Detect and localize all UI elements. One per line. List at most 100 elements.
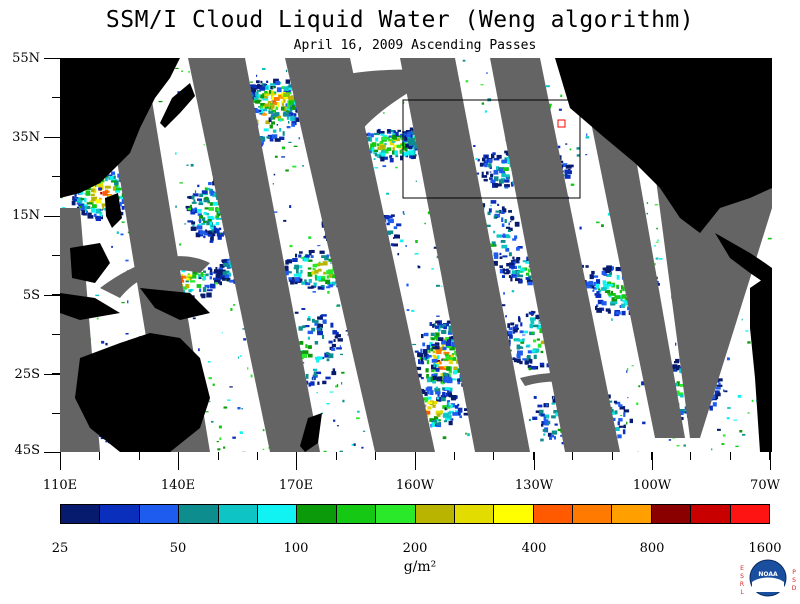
cloud-pixel [452,412,458,416]
cloud-pixel [209,377,212,379]
cloud-pixel [205,187,208,190]
cloud-pixel [159,101,163,102]
cloud-pixel [481,84,484,85]
cloud-pixel [315,320,319,323]
cloud-pixel [463,60,466,62]
cloud-pixel [503,167,509,171]
cloud-pixel [490,180,495,184]
lon-label-70w: 70W [735,478,795,493]
cloud-pixel [179,243,181,245]
cloud-pixel [539,410,544,413]
lat-minor-tick [52,97,60,98]
cloud-pixel [400,150,403,154]
cloud-pixel [505,315,507,317]
cloud-pixel [432,324,434,328]
cloud-pixel [313,369,317,371]
cloud-pixel [279,120,282,122]
cloud-pixel [442,347,446,351]
cloud-pixel [520,330,524,333]
cloud-pixel [302,325,305,328]
cloud-pixel [508,210,512,213]
cloud-pixel [630,419,633,423]
cloud-pixel [424,333,429,336]
cloud-pixel [742,434,745,436]
cloud-pixel [273,183,274,184]
cloud-pixel [397,145,402,148]
cloud-pixel [117,231,119,234]
lon-label-160w: 160W [385,478,445,493]
cloud-pixel [503,208,507,212]
cloud-pixel [625,298,627,300]
lat-minor-tick [52,255,60,256]
cloud-pixel [203,274,205,275]
lat-label-15n: 15N [6,208,40,223]
cloud-pixel [586,134,587,136]
lon-major-tick [770,452,771,470]
cloud-pixel [328,269,333,274]
cloud-pixel [195,190,196,193]
cloud-pixel [337,425,339,426]
cloud-pixel [258,106,260,107]
cloud-pixel [496,217,498,218]
lat-minor-tick [52,413,60,414]
cloud-pixel [288,142,291,143]
cloud-pixel [577,154,580,156]
red-marker [558,120,565,127]
cloud-pixel [618,288,620,289]
cloud-pixel [412,344,416,345]
cloud-pixel [465,433,467,435]
cloud-pixel [238,357,239,359]
logo-center-text: NOAA [758,571,778,578]
cloud-pixel [240,355,242,357]
cloud-pixel [623,412,625,417]
cloud-pixel [219,228,222,231]
cloud-pixel [441,330,446,334]
cloud-pixel [595,293,600,296]
cloud-pixel [211,421,213,423]
lon-label-110e: 110E [30,478,90,493]
lon-minor-tick [493,452,494,460]
cloud-pixel [299,251,303,253]
cloud-pixel [264,109,267,112]
cloud-pixel [443,373,449,376]
cloud-pixel [361,447,363,449]
cloud-pixel [451,395,457,400]
cloud-pixel [431,344,436,346]
lon-minor-tick [572,452,573,460]
cloud-pixel [288,96,294,101]
cloud-pixel [213,234,215,236]
cloud-pixel [354,443,356,446]
cloud-pixel [281,156,285,157]
cloud-pixel [215,282,218,284]
cloud-pixel [270,125,273,129]
cloud-pixel [388,219,394,223]
cloud-pixel [565,143,567,144]
cloud-pixel [499,265,503,268]
cloud-pixel [445,407,447,410]
cloud-pixel [543,433,545,435]
cloud-pixel [299,326,303,331]
colorbar-segment-15 [652,505,691,523]
cloud-pixel [516,258,519,263]
cloud-pixel [84,193,85,194]
cloud-pixel [416,181,417,182]
cloud-pixel [279,97,283,99]
cloud-pixel [404,132,407,134]
cloud-pixel [432,374,437,376]
cloud-pixel [289,205,291,208]
cloud-pixel [333,420,335,422]
cloud-pixel [175,152,177,154]
cloud-pixel [520,268,525,271]
cloud-pixel [529,368,532,371]
cloud-pixel [271,104,275,108]
cloud-pixel [191,164,194,167]
logo-right-text-d: D [792,585,797,592]
cloud-pixel [357,411,360,413]
cloud-pixel [608,310,611,314]
cloud-pixel [537,405,542,408]
cloud-pixel [272,87,274,89]
colorbar-segment-12 [534,505,573,523]
cloud-pixel [308,287,313,289]
cloud-pixel [232,437,236,439]
cloud-pixel [394,235,400,239]
